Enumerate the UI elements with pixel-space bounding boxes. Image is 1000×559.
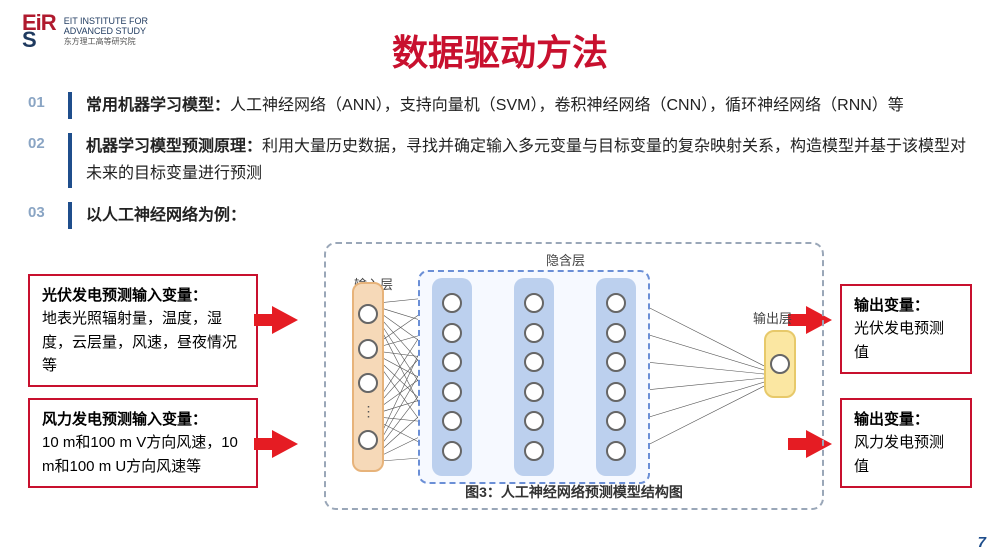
output-box-1: 输出变量： 光伏发电预测值	[840, 284, 972, 374]
point-body: 机器学习模型预测原理：利用大量历史数据，寻找并确定输入多元变量与目标变量的复杂映…	[86, 133, 972, 187]
nn-node	[358, 373, 378, 393]
diagram-area: 光伏发电预测输入变量： 地表光照辐射量，温度，湿度，云层量，风速，昼夜情况等 风…	[28, 240, 972, 545]
output-col	[764, 330, 796, 398]
nn-node	[606, 293, 626, 313]
pv-body: 地表光照辐射量，温度，湿度，云层量，风速，昼夜情况等	[42, 310, 237, 374]
nn-node	[606, 411, 626, 431]
output-layer	[758, 324, 802, 404]
input-box-pv: 光伏发电预测输入变量： 地表光照辐射量，温度，湿度，云层量，风速，昼夜情况等	[28, 274, 258, 387]
layer-label-hidden: 隐含层	[546, 250, 585, 269]
nn-node	[524, 293, 544, 313]
pv-title: 光伏发电预测输入变量：	[42, 287, 207, 304]
nn-node	[442, 293, 462, 313]
bullet-points: 01 常用机器学习模型：人工神经网络（ANN），支持向量机（SVM），卷积神经网…	[28, 92, 972, 243]
hidden-layer	[418, 270, 650, 484]
input-layer: ⋮	[346, 272, 390, 482]
point-num: 02	[28, 133, 68, 152]
wind-body: 10 m和100 m V方向风速，10 m和100 m U方向风速等	[42, 434, 238, 474]
hidden-col	[596, 278, 636, 476]
nn-node	[358, 304, 378, 324]
nn-node	[606, 382, 626, 402]
arrow-icon	[272, 306, 298, 334]
nn-frame: 输入层 隐含层 输出层 ······ ⋮ 图3：人工神经网络预测模型结构图	[324, 242, 824, 510]
out1-body: 光伏发电预测值	[854, 320, 944, 360]
page-title: 数据驱动方法	[0, 24, 1000, 76]
nn-node	[524, 352, 544, 372]
out2-title: 输出变量：	[854, 411, 929, 428]
point-bar	[68, 133, 72, 187]
nn-node	[770, 354, 790, 374]
nn-node	[524, 382, 544, 402]
arrow-icon	[272, 430, 298, 458]
out1-title: 输出变量：	[854, 297, 929, 314]
page-number: 7	[978, 534, 986, 551]
nn-node	[442, 352, 462, 372]
nn-node	[358, 339, 378, 359]
nn-node	[606, 352, 626, 372]
nn-node	[606, 441, 626, 461]
point-body: 以人工神经网络为例：	[86, 202, 972, 229]
point-label: 机器学习模型预测原理：	[86, 138, 262, 155]
nn-node	[442, 411, 462, 431]
point-body: 常用机器学习模型：人工神经网络（ANN），支持向量机（SVM），卷积神经网络（C…	[86, 92, 972, 119]
nn-node	[524, 441, 544, 461]
input-col: ⋮	[352, 282, 384, 472]
point-bar	[68, 202, 72, 229]
point-bar	[68, 92, 72, 119]
nn-node	[524, 323, 544, 343]
point-01: 01 常用机器学习模型：人工神经网络（ANN），支持向量机（SVM），卷积神经网…	[28, 92, 972, 119]
hidden-cols	[426, 278, 642, 476]
nn-node	[442, 441, 462, 461]
nn-node	[442, 382, 462, 402]
point-02: 02 机器学习模型预测原理：利用大量历史数据，寻找并确定输入多元变量与目标变量的…	[28, 133, 972, 187]
point-num: 03	[28, 202, 68, 221]
output-box-2: 输出变量： 风力发电预测值	[840, 398, 972, 488]
hidden-col	[514, 278, 554, 476]
nn-caption: 图3：人工神经网络预测模型结构图	[326, 482, 822, 502]
out2-body: 风力发电预测值	[854, 434, 944, 474]
nn-node	[358, 430, 378, 450]
vdots: ⋮	[362, 407, 375, 415]
input-box-wind: 风力发电预测输入变量： 10 m和100 m V方向风速，10 m和100 m …	[28, 398, 258, 488]
point-num: 01	[28, 92, 68, 111]
nn-node	[442, 323, 462, 343]
nn-node	[606, 323, 626, 343]
hidden-col	[432, 278, 472, 476]
point-label: 以人工神经网络为例：	[86, 207, 246, 224]
nn-node	[524, 411, 544, 431]
point-text: 人工神经网络（ANN），支持向量机（SVM），卷积神经网络（CNN），循环神经网…	[230, 97, 904, 114]
point-label: 常用机器学习模型：	[86, 97, 230, 114]
wind-title: 风力发电预测输入变量：	[42, 411, 207, 428]
point-03: 03 以人工神经网络为例：	[28, 202, 972, 229]
